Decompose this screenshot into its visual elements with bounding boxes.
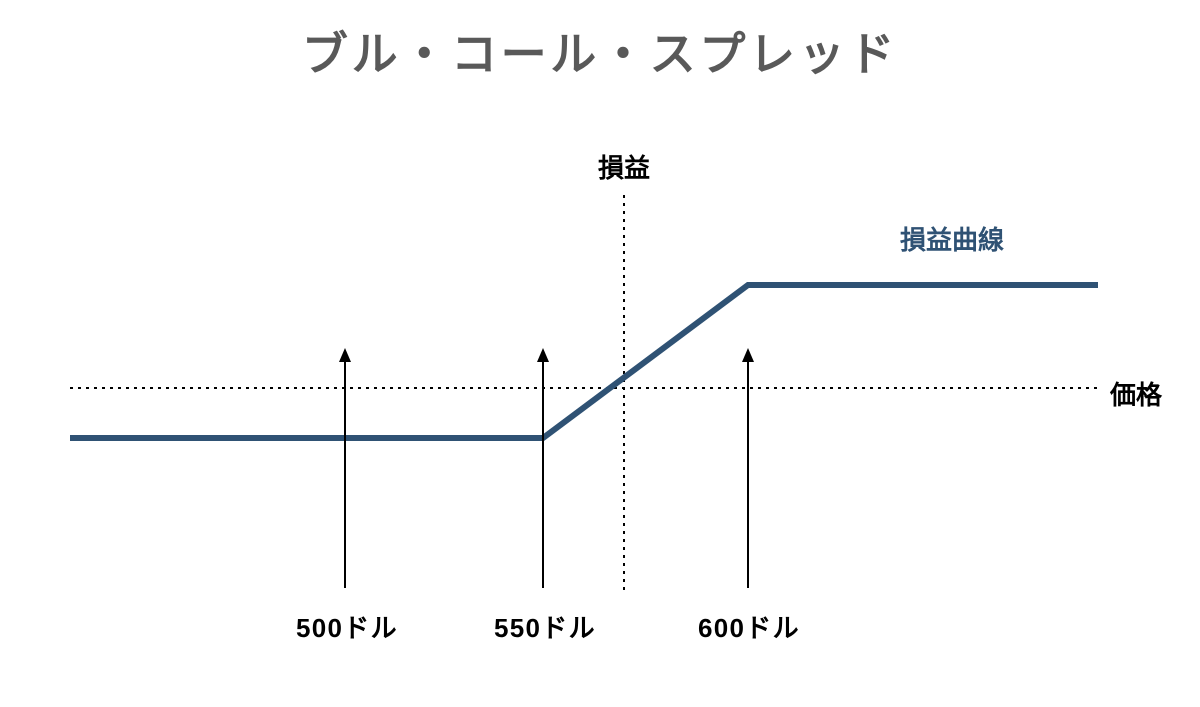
payoff-chart-canvas — [0, 0, 1200, 707]
